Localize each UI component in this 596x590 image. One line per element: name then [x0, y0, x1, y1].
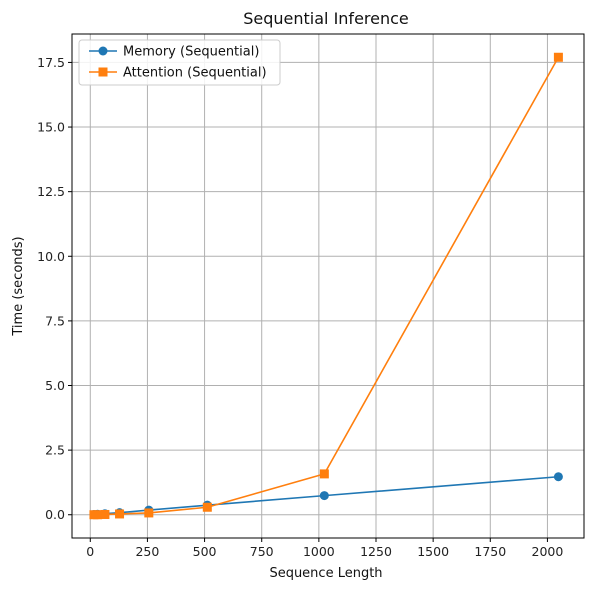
- x-tick-label: 1750: [474, 544, 506, 559]
- y-tick-label: 7.5: [45, 313, 65, 328]
- y-tick-label: 5.0: [45, 378, 65, 393]
- legend-box: [78, 39, 281, 86]
- x-tick-label: 500: [193, 544, 217, 559]
- data-point-attention: [115, 509, 125, 519]
- y-tick-label: 0.0: [45, 507, 65, 522]
- data-point-attention: [553, 52, 563, 62]
- y-axis-label: Time (seconds): [11, 236, 26, 336]
- x-tick-label: 0: [86, 544, 94, 559]
- legend-marker-memory: [98, 46, 108, 56]
- x-tick-label: 250: [135, 544, 159, 559]
- legend: Memory (Sequential) Attention (Sequentia…: [78, 39, 281, 86]
- x-tick-label: 750: [250, 544, 274, 559]
- grid: [72, 34, 584, 538]
- y-tick-label: 2.5: [45, 443, 65, 458]
- legend-label-attention: Attention (Sequential): [123, 66, 267, 81]
- y-tick-label: 17.5: [37, 55, 65, 70]
- x-tick-label: 2000: [532, 544, 564, 559]
- y-tick-label: 10.0: [37, 249, 65, 264]
- series-layer: [89, 52, 563, 520]
- y-tick-label: 12.5: [37, 184, 65, 199]
- y-tick-label: 15.0: [37, 120, 65, 135]
- chart-title: Sequential Inference: [243, 9, 409, 28]
- ticks: 0 250 500 750 1000 1250 1500 1750 2000 0.0 2.5 5.0 7…: [37, 55, 563, 559]
- legend-marker-attention: [98, 67, 108, 77]
- data-point-attention: [93, 510, 103, 520]
- data-point-memory: [319, 491, 329, 501]
- x-tick-label: 1500: [417, 544, 449, 559]
- data-point-attention: [202, 502, 212, 512]
- x-tick-label: 1250: [360, 544, 392, 559]
- legend-label-memory: Memory (Sequential): [123, 45, 259, 60]
- data-point-memory: [553, 472, 563, 482]
- data-point-attention: [144, 508, 154, 518]
- data-point-attention: [319, 469, 329, 479]
- plot-frame: [71, 33, 585, 539]
- data-point-attention: [100, 509, 110, 519]
- x-tick-label: 1000: [303, 544, 335, 559]
- x-axis-label: Sequence Length: [269, 566, 382, 581]
